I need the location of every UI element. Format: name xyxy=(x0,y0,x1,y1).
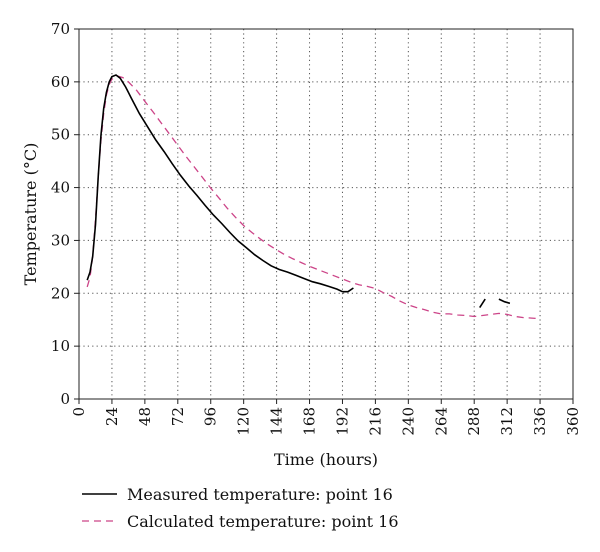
x-tick-label: 96 xyxy=(202,407,220,426)
x-tick-label: 288 xyxy=(465,407,483,436)
x-tick-label: 120 xyxy=(235,407,253,436)
y-axis-title: Temperature (°C) xyxy=(21,143,40,286)
x-tick-label: 0 xyxy=(70,407,88,417)
x-tick-label: 24 xyxy=(103,407,121,426)
y-tick-label: 50 xyxy=(51,126,70,144)
x-tick-label: 168 xyxy=(301,407,319,436)
legend-label-calculated: Calculated temperature: point 16 xyxy=(127,512,399,531)
grid-lines xyxy=(79,29,573,399)
x-tick-label: 144 xyxy=(268,407,286,436)
x-tick-label: 360 xyxy=(564,407,582,436)
plot-frame xyxy=(78,28,574,400)
legend: Measured temperature: point 16 Calculate… xyxy=(82,485,399,531)
measured-temperature-line xyxy=(86,74,354,293)
x-tick-label: 264 xyxy=(432,407,450,436)
y-tick-label: 70 xyxy=(51,20,70,38)
x-tick-label: 216 xyxy=(366,407,384,436)
x-tick-label: 48 xyxy=(136,407,154,426)
y-tick-label: 20 xyxy=(51,284,70,302)
x-axis-title: Time (hours) xyxy=(274,450,378,469)
y-tick-label: 0 xyxy=(60,390,70,408)
axis-ticks: 0 24 48 72 96 120 144 168 192 216 240 264 288 312 336 3… xyxy=(51,20,582,436)
measured-temperature-segment xyxy=(498,298,511,305)
x-tick-label: 192 xyxy=(333,407,351,436)
x-tick-label: 336 xyxy=(531,407,549,436)
y-tick-label: 60 xyxy=(51,73,70,91)
series-layer xyxy=(86,74,541,320)
y-tick-label: 10 xyxy=(51,337,70,355)
x-tick-label: 240 xyxy=(399,407,417,436)
measured-temperature-segment xyxy=(479,298,486,309)
x-tick-label: 312 xyxy=(498,407,516,436)
y-tick-label: 30 xyxy=(51,231,70,249)
legend-label-measured: Measured temperature: point 16 xyxy=(127,485,393,504)
y-tick-label: 40 xyxy=(51,179,70,197)
x-tick-label: 72 xyxy=(169,407,187,426)
